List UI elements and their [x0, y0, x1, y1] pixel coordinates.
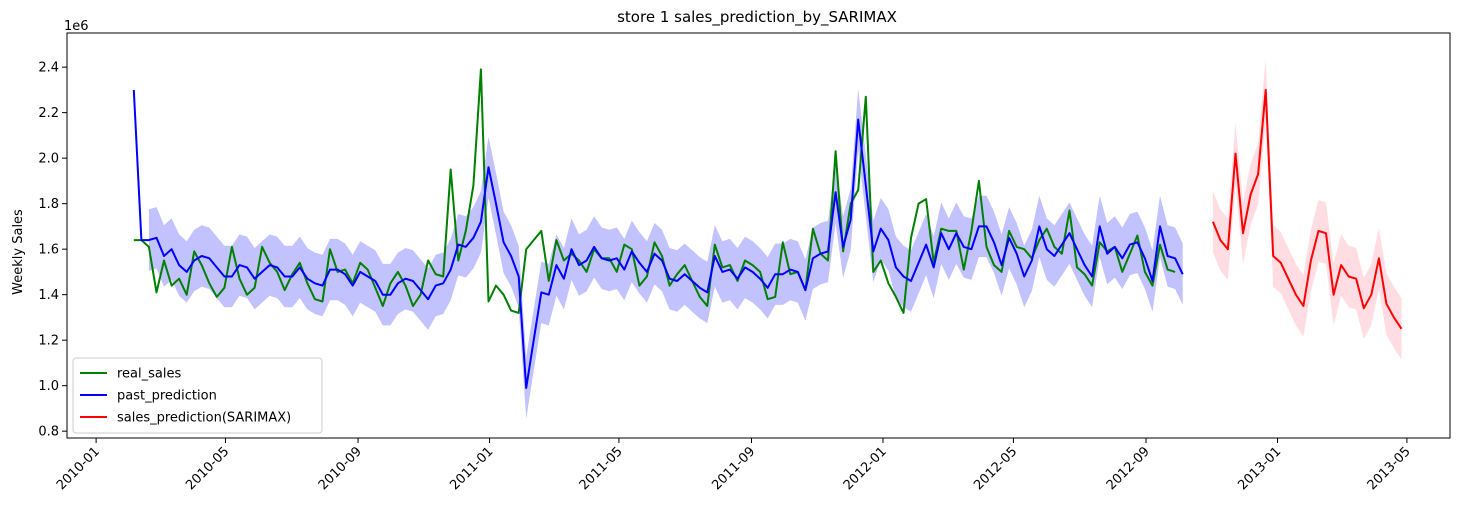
y-tick-label: 1.2 — [38, 334, 59, 349]
sales-prediction-band — [1212, 59, 1402, 360]
plot-area-frame — [66, 32, 1451, 439]
past-prediction-line — [132, 89, 1184, 389]
y-offset-text: 1e6 — [64, 19, 89, 34]
legend: real_sales past_prediction sales_predictio… — [72, 357, 323, 434]
past-prediction-band — [148, 88, 1183, 419]
legend-box — [72, 357, 323, 434]
y-axis-ticks: 0.8 1.0 1.2 1.4 1.6 1.8 2.0 2.2 2.4 — [38, 61, 67, 440]
y-tick-label: 1.0 — [38, 379, 59, 394]
y-tick-label: 2.0 — [38, 152, 59, 167]
confidence-bands — [148, 59, 1402, 419]
y-tick-label: 2.2 — [38, 106, 59, 121]
y-tick-label: 0.8 — [38, 425, 59, 440]
legend-label: past_prediction — [117, 389, 217, 404]
legend-label: real_sales — [117, 367, 181, 382]
y-tick-label: 1.4 — [38, 288, 59, 303]
legend-label: sales_prediction(SARIMAX) — [117, 411, 291, 426]
real-sales-line — [133, 68, 1176, 314]
series-lines — [132, 68, 1403, 389]
y-axis-label: Weekly Sales — [11, 209, 26, 295]
sales-prediction-line — [1211, 88, 1403, 330]
y-tick-label: 1.6 — [38, 243, 59, 258]
chart-title: store 1 sales_prediction_by_SARIMAX — [617, 8, 897, 27]
y-tick-label: 1.8 — [38, 197, 59, 212]
y-tick-label: 2.4 — [38, 61, 59, 76]
